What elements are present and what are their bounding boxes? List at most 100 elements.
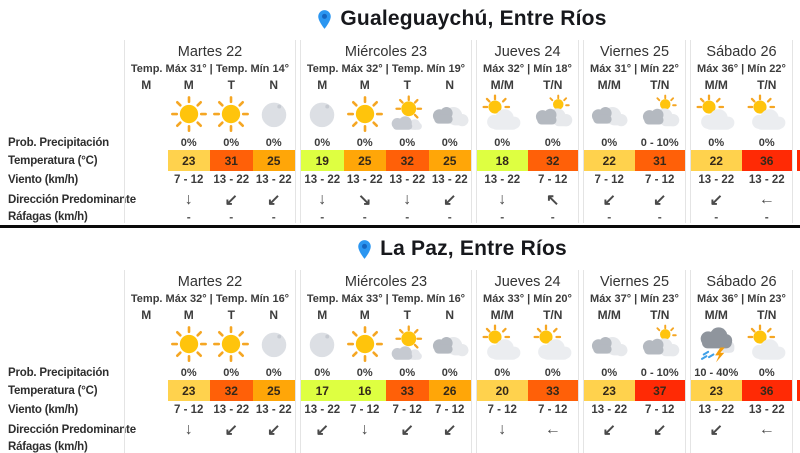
day-card: Viernes 25 Máx 31° | Mín 22° M/M 0% 22 7 - 12… [583,40,686,223]
location-pin-icon [317,9,332,30]
precipitation-probability: 0% [494,137,511,149]
wind-direction-arrow: ↙ [602,422,616,439]
wind-speed-range: 13 - 22 [304,174,341,186]
precipitation-probability: 0% [265,137,282,149]
precipitation-probability: 0% [223,137,240,149]
temperature-cell [797,150,800,171]
period-label: N [445,307,455,322]
partly-cloudy-icon [742,92,793,136]
temperature-cell: 32 [386,150,429,171]
period-label: M/M [704,307,728,322]
wind-speed-range: 13 - 22 [213,404,250,416]
day-card: Sábado 26 Máx 36° | Mín 23° M/M 10 - 40% 23 1… [690,270,793,453]
wind-direction-arrow: ↙ [267,422,281,439]
next-day-partial-cell [797,40,800,223]
period-label: T [403,307,411,322]
temperature-cell: 25 [428,150,471,171]
city-header-link[interactable]: La Paz, Entre Ríos [124,234,800,264]
period-label: T/N [543,307,563,322]
period-label: M/M [597,77,621,92]
wind-direction-arrow: ← [758,191,775,208]
days-strip: Martes 22 Temp. Máx 31° | Temp. Mín 14° M M… [124,40,800,223]
day-name: Miércoles 23 [344,44,428,60]
row-label-precipitation: Prob. Precipitación [8,137,110,149]
precipitation-probability: 0% [356,367,373,379]
wind-direction-arrow: ↙ [653,422,667,439]
period-label: T/N [543,77,563,92]
precipitation-probability: 0% [544,137,561,149]
day-name: Martes 22 [177,274,243,290]
city-name: Gualeguaychú, Entre Ríos [340,7,607,30]
gust-value: - [186,211,191,223]
gust-value: - [550,211,555,223]
precipitation-probability: 0% [494,367,511,379]
wind-direction-arrow: ↙ [224,192,238,209]
temperature-cell: 23 [167,380,210,401]
wind-direction-arrow: ↙ [400,422,414,439]
day-name: Martes 22 [177,44,243,60]
sun-icon [344,92,387,136]
period-label: M [141,77,152,92]
period-label: N [445,77,455,92]
wind-direction-arrow: ↓ [184,191,193,208]
row-label-wind: Viento (km/h) [8,404,79,416]
gust-value [253,441,296,453]
gust-value: - [447,211,452,223]
wind-speed-range: 7 - 12 [645,174,675,186]
temperature-cell: 18 [477,150,528,171]
temperature-cell: 31 [634,150,685,171]
period-label: M/M [490,77,514,92]
period-label: T [403,77,411,92]
precipitation-probability: 0% [223,367,240,379]
day-max-min-temps: Temp. Máx 32° | Temp. Mín 16° [130,292,290,305]
empty-weather-slot [125,322,168,366]
moon-icon [301,322,344,366]
moon-icon [253,92,296,136]
partly-cloudy-icon [691,92,742,136]
temperature-cell: 36 [741,380,792,401]
mostly-cloudy-icon [528,92,579,136]
city-header-link[interactable]: Gualeguaychú, Entre Ríos [124,4,800,34]
wind-speed-range: 7 - 12 [174,404,204,416]
period-label: M/M [490,307,514,322]
sun-with-cloud-icon [386,92,429,136]
day-card: Sábado 26 Máx 36° | Mín 22° M/M 0% 22 13 - 22… [690,40,793,223]
wind-direction-arrow: ← [544,421,561,438]
period-label: M [317,77,328,92]
day-name: Miércoles 23 [344,274,428,290]
period-label: N [269,77,279,92]
period-label: T/N [650,77,670,92]
location-pin-icon [357,239,372,260]
wind-speed-range: 13 - 22 [484,174,521,186]
row-label-gusts: Ráfagas (km/h) [8,441,88,453]
city-section: Gualeguaychú, Entre Ríos Prob. Precipitac… [0,0,800,223]
wind-direction-arrow: ↙ [653,192,667,209]
partly-cloudy-icon [528,322,579,366]
precipitation-probability: 0% [601,137,618,149]
wind-direction-arrow: ↙ [443,192,457,209]
wind-speed-range: 7 - 12 [350,404,380,416]
day-name: Sábado 26 [706,44,777,60]
period-label: T [227,307,235,322]
period-label: M [141,307,152,322]
day-name: Jueves 24 [494,44,561,60]
partly-cloudy-icon [477,322,528,366]
gust-value: - [500,211,505,223]
temperature-cell: 25 [252,150,295,171]
wind-speed-range: 13 - 22 [431,174,468,186]
temperature-cell: 37 [634,380,685,401]
temperature-cell: 36 [741,150,792,171]
precipitation-probability: 0% [399,137,416,149]
temperature-cell: 20 [477,380,528,401]
wind-speed-range: 7 - 12 [594,174,624,186]
mostly-cloudy-icon [635,322,686,366]
period-label: M/M [597,307,621,322]
empty-weather-slot [125,92,168,136]
gust-value [528,441,579,453]
wind-speed-range: 13 - 22 [748,404,785,416]
period-label: M [183,77,194,92]
gust-value [584,441,635,453]
gust-value: - [271,211,276,223]
precipitation-probability: 0% [758,367,775,379]
wind-direction-arrow: ↓ [498,191,507,208]
